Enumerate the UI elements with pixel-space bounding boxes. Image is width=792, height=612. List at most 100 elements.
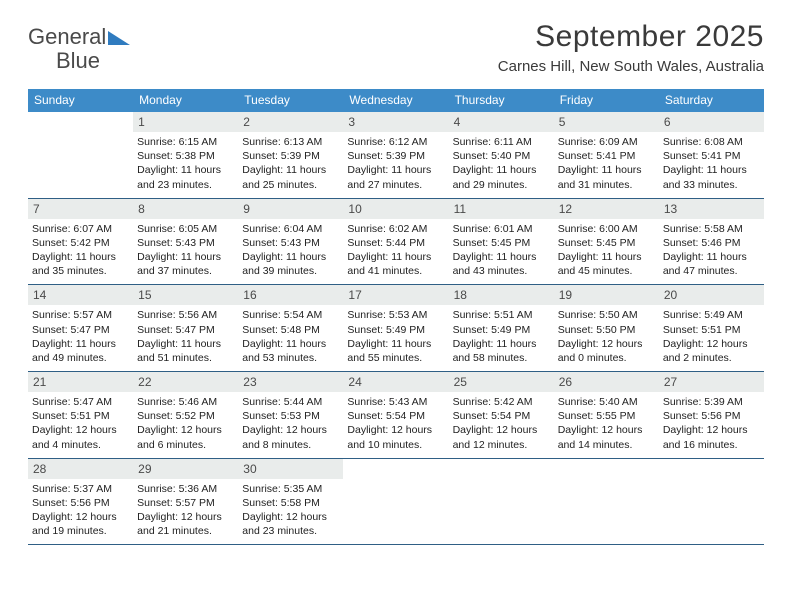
day-details: Sunrise: 5:43 AMSunset: 5:54 PMDaylight:…	[347, 395, 444, 452]
page-title: September 2025	[498, 20, 764, 54]
sunrise-line: Sunrise: 5:47 AM	[32, 395, 129, 409]
day-number: 8	[133, 199, 238, 219]
calendar-day-cell: 17Sunrise: 5:53 AMSunset: 5:49 PMDayligh…	[343, 285, 448, 371]
day-details: Sunrise: 6:01 AMSunset: 5:45 PMDaylight:…	[453, 222, 550, 279]
calendar-day-cell: 4Sunrise: 6:11 AMSunset: 5:40 PMDaylight…	[449, 112, 554, 198]
sunrise-line: Sunrise: 6:09 AM	[558, 135, 655, 149]
daylight-line: Daylight: 11 hours and 23 minutes.	[137, 163, 234, 191]
daylight-line: Daylight: 11 hours and 31 minutes.	[558, 163, 655, 191]
sunset-line: Sunset: 5:39 PM	[242, 149, 339, 163]
calendar-week-row: 28Sunrise: 5:37 AMSunset: 5:56 PMDayligh…	[28, 459, 764, 546]
sunset-line: Sunset: 5:49 PM	[453, 323, 550, 337]
sunset-line: Sunset: 5:56 PM	[663, 409, 760, 423]
calendar-day-cell: 19 Sunrise: 5:50 AMSunset: 5:50 PMDayligh…	[554, 285, 659, 371]
weekday-header: Thursday	[449, 89, 554, 112]
day-number: 28	[28, 459, 133, 479]
daylight-line: Daylight: 11 hours and 41 minutes.	[347, 250, 444, 278]
sunrise-line: Sunrise: 5:58 AM	[663, 222, 760, 236]
daylight-line: Daylight: 11 hours and 58 minutes.	[453, 337, 550, 365]
day-number: 17	[343, 285, 448, 305]
sunrise-line: Sunrise: 5:56 AM	[137, 308, 234, 322]
sunset-line: Sunset: 5:55 PM	[558, 409, 655, 423]
sunset-line: Sunset: 5:50 PM	[558, 323, 655, 337]
calendar-day-cell: 10Sunrise: 6:02 AMSunset: 5:44 PMDayligh…	[343, 199, 448, 285]
day-number: 9	[238, 199, 343, 219]
daylight-line: Daylight: 12 hours and 4 minutes.	[32, 423, 129, 451]
sunrise-line: Sunrise: 5:50 AM	[558, 308, 655, 322]
calendar-day-cell: 9 Sunrise: 6:04 AMSunset: 5:43 PMDaylight…	[238, 199, 343, 285]
day-number: 6	[659, 112, 764, 132]
day-number: 29	[133, 459, 238, 479]
weekday-header: Sunday	[28, 89, 133, 112]
daylight-line: Daylight: 11 hours and 45 minutes.	[558, 250, 655, 278]
calendar-day-cell	[659, 459, 764, 545]
calendar-day-cell: 1Sunrise: 6:15 AMSunset: 5:38 PMDaylight…	[133, 112, 238, 198]
sunset-line: Sunset: 5:54 PM	[453, 409, 550, 423]
day-details: Sunrise: 5:57 AMSunset: 5:47 PMDaylight:…	[32, 308, 129, 365]
calendar-day-cell	[343, 459, 448, 545]
day-number: 23	[238, 372, 343, 392]
calendar-day-cell	[28, 112, 133, 198]
sunrise-line: Sunrise: 5:36 AM	[137, 482, 234, 496]
daylight-line: Daylight: 11 hours and 35 minutes.	[32, 250, 129, 278]
calendar-day-cell: 23Sunrise: 5:44 AMSunset: 5:53 PMDayligh…	[238, 372, 343, 458]
daylight-line: Daylight: 12 hours and 14 minutes.	[558, 423, 655, 451]
page-subtitle: Carnes Hill, New South Wales, Australia	[498, 58, 764, 75]
daylight-line: Daylight: 12 hours and 12 minutes.	[453, 423, 550, 451]
calendar-day-cell: 24 Sunrise: 5:43 AMSunset: 5:54 PMDayligh…	[343, 372, 448, 458]
title-block: September 2025 Carnes Hill, New South Wa…	[498, 20, 764, 75]
day-details: Sunrise: 6:02 AMSunset: 5:44 PMDaylight:…	[347, 222, 444, 279]
day-number: 22	[133, 372, 238, 392]
daylight-line: Daylight: 11 hours and 51 minutes.	[137, 337, 234, 365]
calendar-day-cell: 29Sunrise: 5:36 AMSunset: 5:57 PMDayligh…	[133, 459, 238, 545]
day-number: 19	[554, 285, 659, 305]
sunrise-line: Sunrise: 5:42 AM	[453, 395, 550, 409]
page: General Blue September 2025 Carnes Hill,…	[0, 0, 792, 545]
day-details: Sunrise: 6:04 AMSunset: 5:43 PMDaylight:…	[242, 222, 339, 279]
sunset-line: Sunset: 5:57 PM	[137, 496, 234, 510]
daylight-line: Daylight: 11 hours and 53 minutes.	[242, 337, 339, 365]
weekday-header: Wednesday	[343, 89, 448, 112]
day-number: 24	[343, 372, 448, 392]
day-details: Sunrise: 6:07 AMSunset: 5:42 PMDaylight:…	[32, 222, 129, 279]
day-details: Sunrise: 6:11 AMSunset: 5:40 PMDaylight:…	[453, 135, 550, 192]
day-details: Sunrise: 6:09 AMSunset: 5:41 PMDaylight:…	[558, 135, 655, 192]
calendar-week-row: 1Sunrise: 6:15 AMSunset: 5:38 PMDaylight…	[28, 112, 764, 199]
day-number: 3	[343, 112, 448, 132]
calendar-day-cell	[449, 459, 554, 545]
day-details: Sunrise: 6:05 AMSunset: 5:43 PMDaylight:…	[137, 222, 234, 279]
daylight-line: Daylight: 12 hours and 6 minutes.	[137, 423, 234, 451]
calendar-day-cell: 5 Sunrise: 6:09 AMSunset: 5:41 PMDaylight…	[554, 112, 659, 198]
calendar-day-cell: 3 Sunrise: 6:12 AMSunset: 5:39 PMDaylight…	[343, 112, 448, 198]
day-details: Sunrise: 6:00 AMSunset: 5:45 PMDaylight:…	[558, 222, 655, 279]
sunset-line: Sunset: 5:43 PM	[242, 236, 339, 250]
sunset-line: Sunset: 5:41 PM	[558, 149, 655, 163]
sunrise-line: Sunrise: 6:12 AM	[347, 135, 444, 149]
daylight-line: Daylight: 11 hours and 27 minutes.	[347, 163, 444, 191]
sunset-line: Sunset: 5:45 PM	[453, 236, 550, 250]
day-details: Sunrise: 5:54 AMSunset: 5:48 PMDaylight:…	[242, 308, 339, 365]
day-number: 21	[28, 372, 133, 392]
daylight-line: Daylight: 12 hours and 10 minutes.	[347, 423, 444, 451]
day-number: 5	[554, 112, 659, 132]
calendar-week-row: 14Sunrise: 5:57 AMSunset: 5:47 PMDayligh…	[28, 285, 764, 372]
sunrise-line: Sunrise: 5:53 AM	[347, 308, 444, 322]
sunrise-line: Sunrise: 6:02 AM	[347, 222, 444, 236]
sunset-line: Sunset: 5:40 PM	[453, 149, 550, 163]
calendar-day-cell: 8 Sunrise: 6:05 AMSunset: 5:43 PMDaylight…	[133, 199, 238, 285]
sunrise-line: Sunrise: 5:37 AM	[32, 482, 129, 496]
daylight-line: Daylight: 11 hours and 47 minutes.	[663, 250, 760, 278]
day-details: Sunrise: 5:40 AMSunset: 5:55 PMDaylight:…	[558, 395, 655, 452]
sunrise-line: Sunrise: 5:51 AM	[453, 308, 550, 322]
sunrise-line: Sunrise: 5:40 AM	[558, 395, 655, 409]
day-details: Sunrise: 5:49 AMSunset: 5:51 PMDaylight:…	[663, 308, 760, 365]
sunrise-line: Sunrise: 6:13 AM	[242, 135, 339, 149]
day-details: Sunrise: 6:12 AMSunset: 5:39 PMDaylight:…	[347, 135, 444, 192]
daylight-line: Daylight: 12 hours and 0 minutes.	[558, 337, 655, 365]
sunset-line: Sunset: 5:39 PM	[347, 149, 444, 163]
calendar-day-cell: 13Sunrise: 5:58 AMSunset: 5:46 PMDayligh…	[659, 199, 764, 285]
sunset-line: Sunset: 5:47 PM	[137, 323, 234, 337]
sunset-line: Sunset: 5:42 PM	[32, 236, 129, 250]
sunset-line: Sunset: 5:47 PM	[32, 323, 129, 337]
day-details: Sunrise: 6:13 AMSunset: 5:39 PMDaylight:…	[242, 135, 339, 192]
